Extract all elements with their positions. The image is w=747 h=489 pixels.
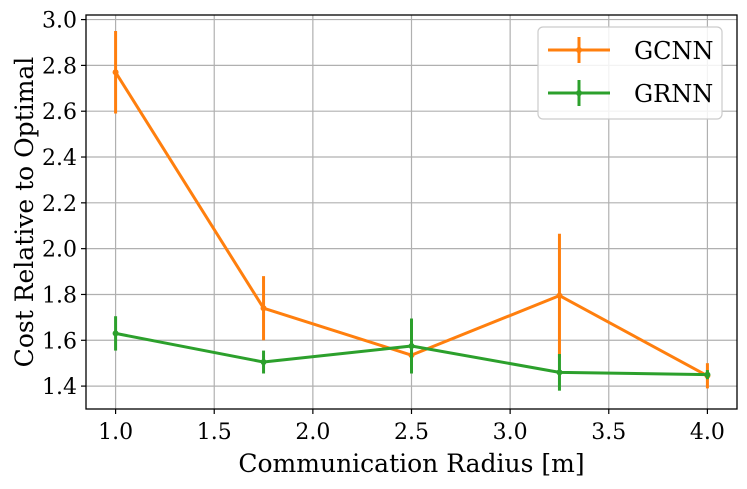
axis-ticks: 1.0 1.5 2.0 2.5 3.0 3.5 4.0 1.4 1.6 1.8 2.0 2.2 2.4 2… [42,9,725,445]
y-tick-label: 2.0 [42,238,77,263]
series-layer [112,31,711,391]
legend-marker [576,90,582,96]
y-tick-label: 2.6 [42,100,77,125]
x-tick-label: 2.5 [394,420,429,445]
legend-label: GRNN [634,80,713,108]
data-point [112,69,119,76]
data-point [556,292,563,299]
x-tick-label: 1.5 [197,420,232,445]
data-point [112,330,119,337]
x-axis-label: Communication Radius [m] [238,449,584,478]
data-point [260,359,267,366]
y-tick-label: 1.6 [42,329,77,354]
data-point [704,371,711,378]
x-tick-label: 3.0 [493,420,528,445]
x-tick-label: 2.0 [295,420,330,445]
data-point [408,343,415,350]
y-tick-label: 2.2 [42,192,77,217]
y-axis-label: Cost Relative to Optimal [10,57,39,368]
x-tick-label: 1.0 [98,420,133,445]
series-grnn [112,316,711,391]
data-point [556,369,563,376]
y-tick-label: 3.0 [42,9,77,34]
y-tick-label: 1.8 [42,283,77,308]
x-tick-label: 3.5 [591,420,626,445]
data-point [260,305,267,312]
legend-label: GCNN [634,37,714,65]
y-tick-label: 2.4 [42,146,77,171]
legend-marker [576,47,582,53]
y-tick-label: 1.4 [42,375,77,400]
legend: GCNN GRNN [537,26,723,120]
y-tick-label: 2.8 [42,54,77,79]
x-tick-label: 4.0 [690,420,725,445]
